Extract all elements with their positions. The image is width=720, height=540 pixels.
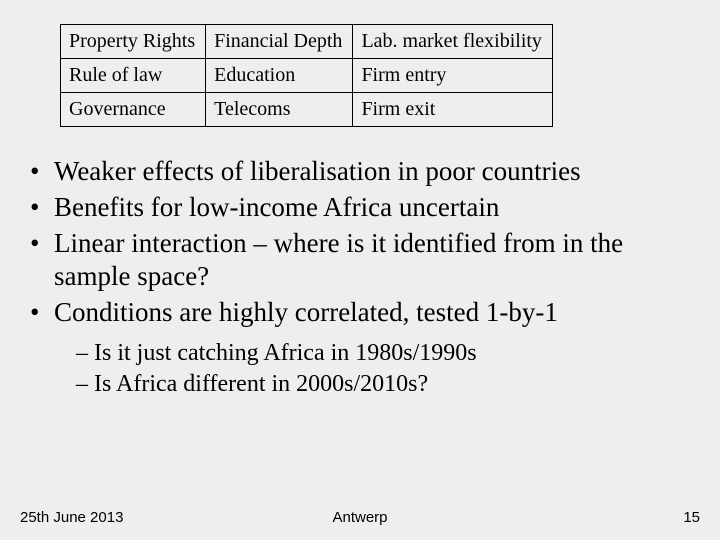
list-item: Benefits for low-income Africa uncertain (22, 191, 700, 225)
table-cell: Firm entry (353, 59, 553, 93)
footer-date: 25th June 2013 (20, 509, 123, 526)
table-cell: Property Rights (61, 25, 206, 59)
table-cell: Lab. market flexibility (353, 25, 553, 59)
list-item: Is it just catching Africa in 1980s/1990… (72, 338, 700, 369)
table-cell: Telecoms (206, 93, 353, 127)
bullet-list: Weaker effects of liberalisation in poor… (20, 155, 700, 330)
table-row: Governance Telecoms Firm exit (61, 93, 553, 127)
slide-footer: 25th June 2013 Antwerp 15 (20, 509, 700, 526)
table-row: Rule of law Education Firm entry (61, 59, 553, 93)
table-row: Property Rights Financial Depth Lab. mar… (61, 25, 553, 59)
table-cell: Governance (61, 93, 206, 127)
conditions-table: Property Rights Financial Depth Lab. mar… (60, 24, 553, 127)
footer-page-number: 15 (683, 509, 700, 526)
footer-venue: Antwerp (332, 509, 387, 526)
list-item: Is Africa different in 2000s/2010s? (72, 369, 700, 400)
table-cell: Financial Depth (206, 25, 353, 59)
list-item: Conditions are highly correlated, tested… (22, 296, 700, 330)
table-cell: Rule of law (61, 59, 206, 93)
list-item: Weaker effects of liberalisation in poor… (22, 155, 700, 189)
table-cell: Firm exit (353, 93, 553, 127)
list-item: Linear interaction – where is it identif… (22, 227, 700, 295)
table-cell: Education (206, 59, 353, 93)
sub-bullet-list: Is it just catching Africa in 1980s/1990… (20, 338, 700, 400)
